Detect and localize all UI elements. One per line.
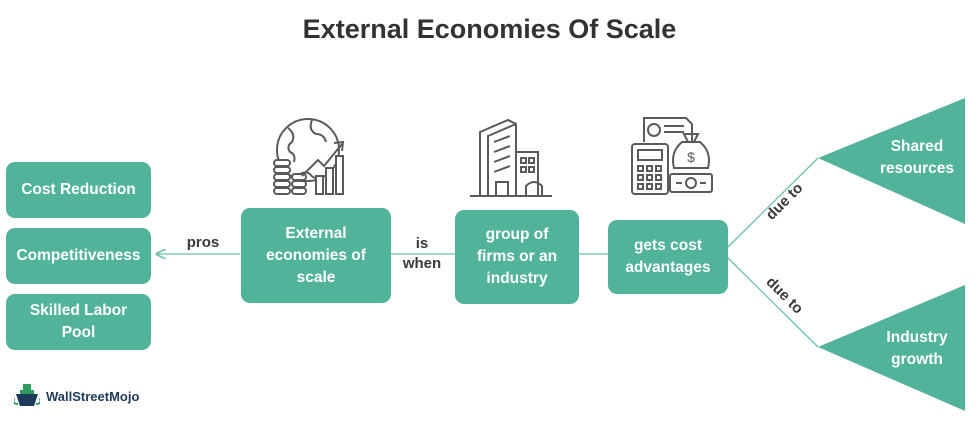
- reason-industry-growth: Industry growth: [886, 329, 948, 368]
- reason-shared-resources: Shared resources: [879, 138, 955, 177]
- brand-name: WallStreetMojo: [46, 388, 140, 404]
- svg-text:$: $: [687, 149, 695, 165]
- pros-item-competitiveness: Competitiveness: [6, 228, 151, 284]
- due-to-bottom-line: [727, 257, 819, 348]
- diagram-title: External Economies Of Scale: [302, 14, 677, 44]
- finance-money-icon: $: [631, 117, 713, 195]
- due-to-top-line: [727, 157, 819, 248]
- shared-resources-triangle: [818, 98, 965, 224]
- brand-logo: WallStreetMojo: [14, 384, 139, 408]
- buildings-icon: [470, 118, 552, 197]
- industry-growth-triangle: [818, 285, 965, 411]
- edge-label-pros: pros: [186, 234, 220, 251]
- pros-item-skilled-labor-pool: Skilled Labor Pool: [6, 294, 151, 350]
- pros-item-cost-reduction: Cost Reduction: [6, 162, 151, 218]
- wallstreetmojo-logo-icon: [14, 384, 40, 406]
- node-external-economies: External economies of scale: [241, 208, 391, 303]
- edge-label-is-when: is when: [402, 235, 442, 272]
- node-group-of-firms: group of firms or an industry: [455, 210, 579, 304]
- node-gets-cost-advantages: gets cost advantages: [608, 220, 728, 294]
- globe-growth-icon: [273, 118, 345, 195]
